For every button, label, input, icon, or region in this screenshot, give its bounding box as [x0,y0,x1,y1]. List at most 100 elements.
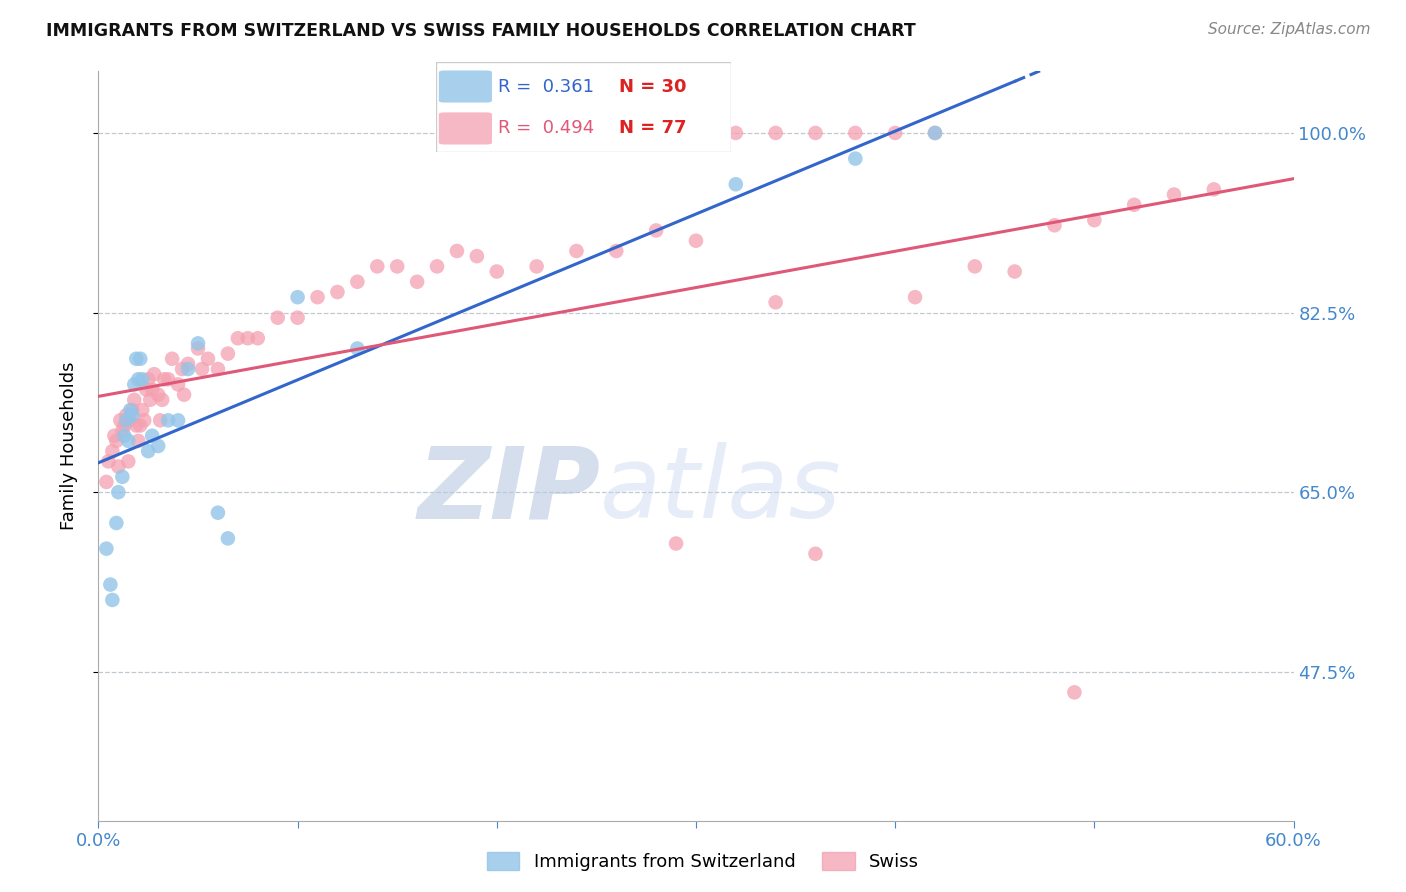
Legend: Immigrants from Switzerland, Swiss: Immigrants from Switzerland, Swiss [479,845,927,879]
Point [143,367,166,381]
Point [187,336,209,351]
Point [136,444,159,458]
Point [217,346,239,360]
Point [96,475,118,489]
Point [121,408,143,422]
Point [197,351,219,366]
Point [141,383,163,397]
Point [148,387,170,401]
Point [207,506,229,520]
Point [465,249,488,263]
Point [112,418,135,433]
Point [173,387,195,401]
FancyBboxPatch shape [439,112,492,145]
Point [226,331,249,345]
Point [107,459,129,474]
Point [127,372,149,386]
Point [112,428,135,442]
Point [924,126,946,140]
Point [1123,198,1146,212]
Point [131,403,153,417]
Point [148,439,170,453]
Point [129,351,152,366]
Point [111,470,134,484]
FancyBboxPatch shape [436,62,731,152]
Point [207,362,229,376]
Point [217,532,239,546]
Point [645,223,668,237]
Point [177,357,200,371]
Point [157,372,180,386]
Point [141,428,163,442]
Point [246,331,269,345]
Point [117,434,139,448]
Point [685,234,707,248]
Text: Source: ZipAtlas.com: Source: ZipAtlas.com [1208,22,1371,37]
Point [149,413,172,427]
Point [924,126,946,140]
Point [139,392,162,407]
Point [1083,213,1105,227]
Point [605,244,627,258]
Point [172,362,194,376]
Text: atlas: atlas [600,442,842,540]
Point [124,377,146,392]
Point [107,485,129,500]
Point [110,413,132,427]
Point [105,516,128,530]
Point [191,362,214,376]
Point [346,275,368,289]
Point [160,351,183,366]
Point [804,126,827,140]
Text: IMMIGRANTS FROM SWITZERLAND VS SWISS FAMILY HOUSEHOLDS CORRELATION CHART: IMMIGRANTS FROM SWITZERLAND VS SWISS FAM… [46,22,917,40]
Text: R =  0.361: R = 0.361 [498,78,593,95]
Point [120,403,142,417]
Point [134,413,156,427]
FancyBboxPatch shape [439,70,492,103]
Point [884,126,907,140]
Point [124,392,146,407]
Point [105,434,128,448]
Point [366,260,388,274]
Point [101,444,124,458]
Point [904,290,927,304]
Point [426,260,449,274]
Point [125,351,148,366]
Point [1202,182,1225,196]
Point [111,424,134,438]
Point [129,418,152,433]
Point [236,331,259,345]
Point [287,310,309,325]
Point [565,244,588,258]
Text: ZIP: ZIP [418,442,600,540]
Point [125,418,148,433]
Text: N = 77: N = 77 [619,120,686,137]
Point [150,392,173,407]
Point [96,541,118,556]
Point [346,342,368,356]
Point [844,126,866,140]
Point [117,454,139,468]
Point [804,547,827,561]
Point [97,454,120,468]
Point [157,413,180,427]
Point [131,372,153,386]
Text: N = 30: N = 30 [619,78,686,95]
Point [724,126,747,140]
Point [1043,219,1066,233]
Point [127,434,149,448]
Point [385,260,409,274]
Point [167,413,190,427]
Point [136,372,159,386]
Point [115,408,138,422]
Point [765,295,787,310]
Point [307,290,329,304]
Point [1063,685,1085,699]
Point [665,536,688,550]
Point [177,362,200,376]
Point [446,244,468,258]
Point [844,152,866,166]
Point [103,428,125,442]
Point [963,260,986,274]
Point [135,383,157,397]
